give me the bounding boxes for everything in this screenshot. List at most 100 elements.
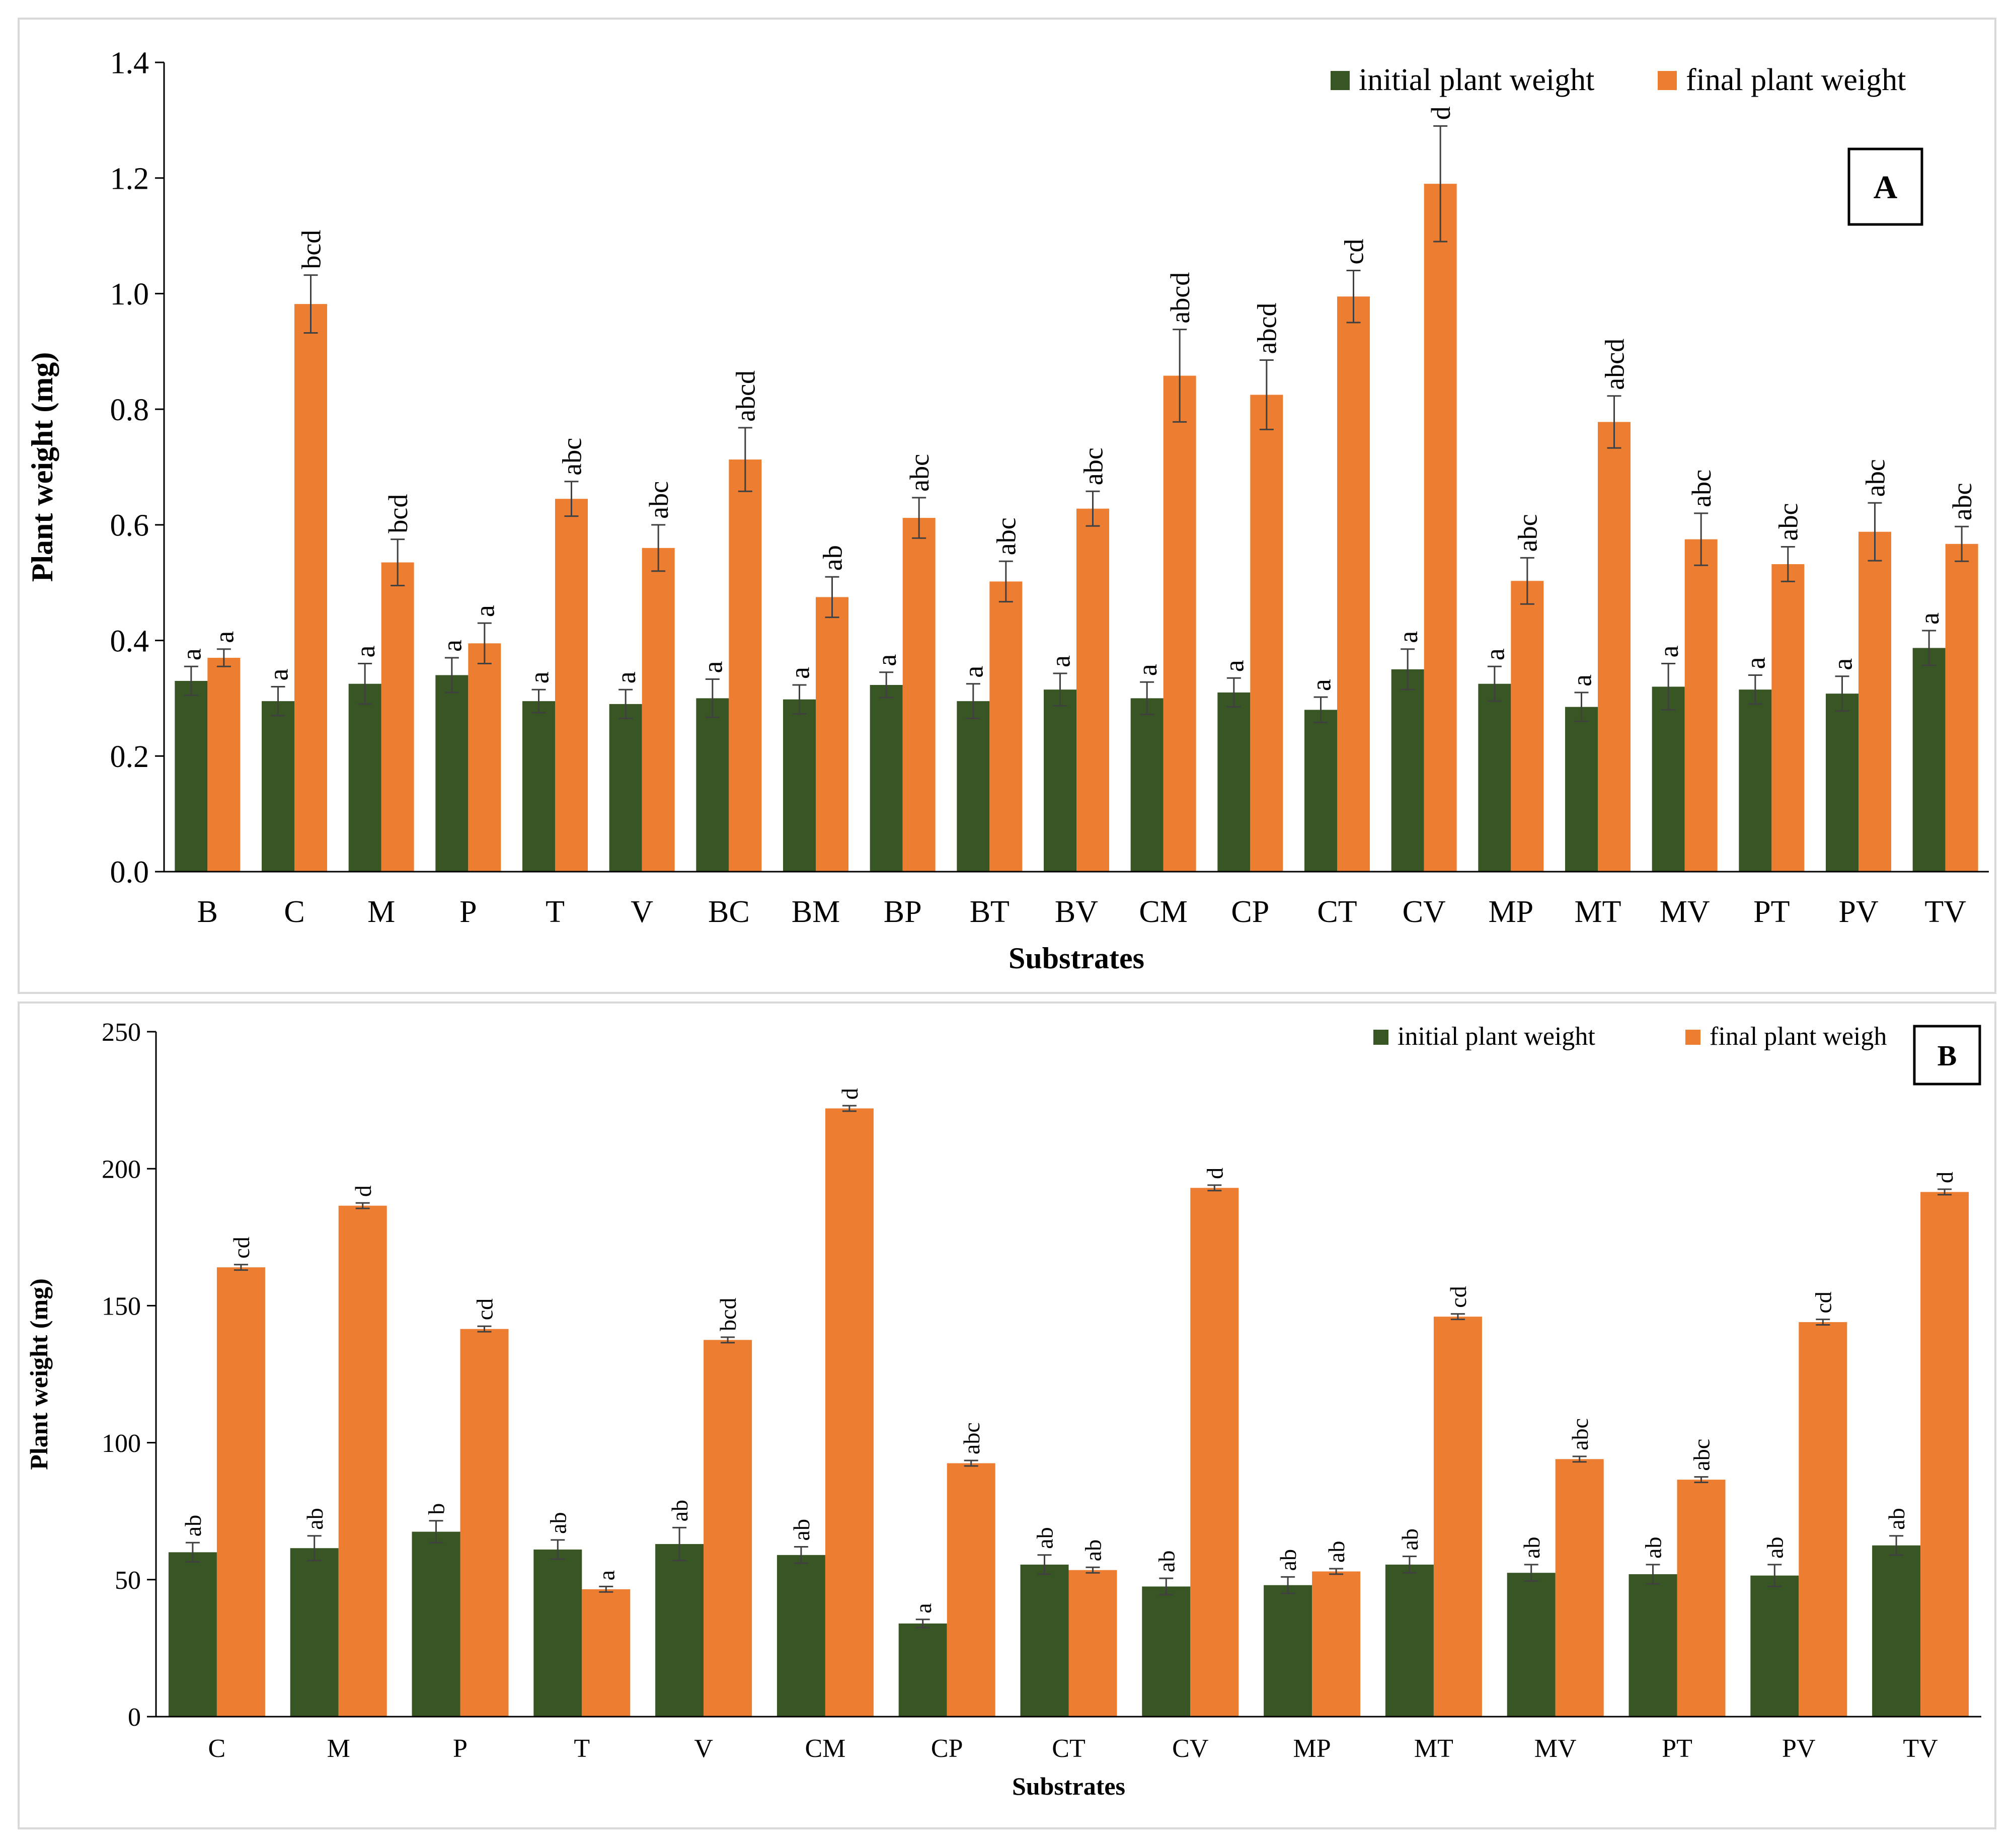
bar-final xyxy=(816,597,848,872)
bar-final xyxy=(1799,1322,1847,1717)
panel-label: A xyxy=(1874,169,1898,206)
x-tick-label: MV xyxy=(1534,1734,1577,1763)
significance-label: cd xyxy=(1339,239,1369,265)
bar-final xyxy=(1250,395,1283,872)
bar-final xyxy=(468,643,501,872)
y-tick-label: 250 xyxy=(102,1018,141,1047)
y-tick-label: 50 xyxy=(115,1566,141,1595)
legend-swatch-initial xyxy=(1331,71,1350,90)
significance-label: cd xyxy=(1445,1286,1471,1307)
significance-label: ab xyxy=(1519,1536,1544,1558)
significance-label: ab xyxy=(789,1519,814,1541)
bar-initial xyxy=(957,701,990,872)
x-tick-label: PT xyxy=(1662,1734,1692,1763)
bar-final xyxy=(1511,581,1544,872)
bar-final xyxy=(947,1463,995,1717)
panel-label: B xyxy=(1938,1039,1957,1072)
bar-initial xyxy=(1020,1564,1069,1717)
x-tick-label: P xyxy=(453,1734,468,1763)
significance-label: d xyxy=(1426,106,1456,120)
significance-label: a xyxy=(1827,658,1857,670)
y-tick-label: 200 xyxy=(102,1155,141,1184)
bar-initial xyxy=(262,701,294,872)
bar-initial xyxy=(168,1552,217,1717)
significance-label: ab xyxy=(1397,1528,1423,1550)
significance-label: ab xyxy=(302,1508,328,1529)
x-tick-label: BC xyxy=(708,895,750,929)
significance-label: a xyxy=(593,1570,619,1580)
significance-label: abc xyxy=(1567,1418,1593,1450)
significance-label: a xyxy=(698,661,728,673)
x-tick-label: PV xyxy=(1782,1734,1815,1763)
bar-final xyxy=(729,459,762,872)
bar-final xyxy=(642,548,675,872)
x-axis-title: Substrates xyxy=(1012,1772,1125,1800)
bar-final xyxy=(460,1329,509,1717)
bar-initial xyxy=(1826,694,1858,872)
significance-label: a xyxy=(785,667,815,679)
bar-initial xyxy=(1629,1574,1677,1717)
y-tick-label: 0 xyxy=(128,1703,141,1732)
significance-label: a xyxy=(1306,679,1336,691)
legend-label-initial: initial plant weight xyxy=(1398,1022,1595,1051)
bar-final xyxy=(1190,1188,1239,1717)
significance-label: a xyxy=(263,668,293,680)
bar-final xyxy=(207,658,241,872)
significance-label: ab xyxy=(1641,1536,1666,1558)
x-tick-label: BV xyxy=(1055,895,1098,929)
x-tick-label: B xyxy=(197,895,218,929)
significance-label: ab xyxy=(667,1500,692,1521)
x-tick-label: CP xyxy=(1231,895,1269,929)
y-tick-label: 0.2 xyxy=(110,740,149,774)
bar-final xyxy=(1163,375,1196,872)
significance-label: abcd xyxy=(1165,272,1195,324)
significance-label: abc xyxy=(904,454,935,492)
bar-initial xyxy=(290,1548,339,1717)
bar-initial xyxy=(1478,683,1511,872)
x-tick-label: V xyxy=(694,1734,713,1763)
x-tick-label: PT xyxy=(1753,895,1790,929)
panel-label-box xyxy=(1913,1025,1981,1086)
bar-initial xyxy=(1565,707,1598,872)
bar-initial xyxy=(1507,1573,1556,1717)
bar-initial xyxy=(1304,710,1337,872)
chart-panel-b: 0 50 100 150 200 250 ab ab b ab ab ab a ab ab ab ab ab ab a… xyxy=(18,1002,1996,1829)
x-tick-label: V xyxy=(631,895,653,929)
y-tick-label: 1.0 xyxy=(110,277,149,312)
bar-initial xyxy=(1750,1575,1799,1717)
bar-final xyxy=(1337,296,1370,872)
y-tick-label: 100 xyxy=(102,1429,141,1458)
x-axis-title: Substrates xyxy=(1009,942,1144,975)
bar-final xyxy=(704,1340,752,1717)
x-tick-label: BP xyxy=(884,895,922,929)
bar-initial xyxy=(783,699,816,872)
bar-initial xyxy=(1391,669,1424,872)
bar-initial xyxy=(1912,648,1946,872)
x-tick-label: CM xyxy=(805,1734,845,1763)
x-tick-label: CM xyxy=(1139,895,1187,929)
x-tick-label: BM xyxy=(792,895,840,929)
x-tick-label: M xyxy=(367,895,395,929)
bar-initial xyxy=(522,701,555,872)
bar-initial xyxy=(412,1531,460,1717)
legend-swatch-final xyxy=(1658,71,1677,90)
bar-initial xyxy=(175,680,208,872)
bar-final xyxy=(1920,1192,1969,1717)
legend-label-final: final plant weight xyxy=(1686,63,1906,97)
x-tick-label: CT xyxy=(1052,1734,1085,1763)
bar-final xyxy=(1771,564,1805,872)
significance-label: a xyxy=(437,640,468,652)
legend-swatch-final xyxy=(1685,1030,1700,1045)
bar-initial xyxy=(1385,1564,1434,1717)
significance-label: a xyxy=(1045,655,1075,667)
x-tick-label: P xyxy=(459,895,477,929)
significance-label: ab xyxy=(1153,1551,1179,1572)
significance-label: cd xyxy=(228,1237,254,1258)
y-tick-label: 1.4 xyxy=(110,46,149,81)
x-tick-label: M xyxy=(327,1734,350,1763)
bar-final xyxy=(1684,539,1718,872)
significance-label: a xyxy=(1914,612,1945,625)
bar-final xyxy=(1677,1480,1726,1717)
y-tick-label: 1.2 xyxy=(110,162,149,196)
